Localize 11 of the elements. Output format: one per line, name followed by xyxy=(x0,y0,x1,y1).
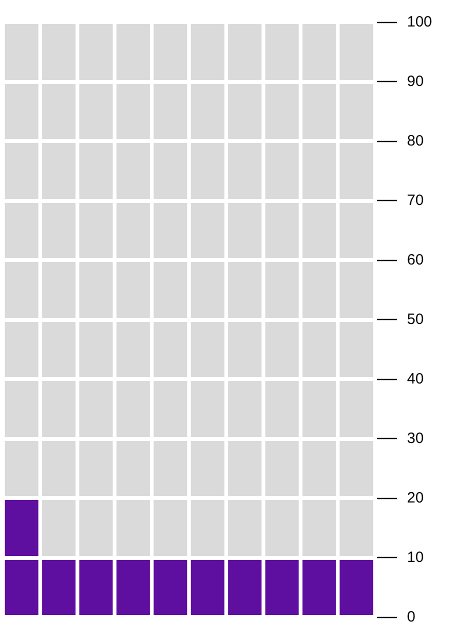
y-tick-label: 80 xyxy=(407,132,424,150)
y-tick-label: 0 xyxy=(407,608,416,625)
y-tick-label: 40 xyxy=(407,370,424,388)
y-tick-label: 50 xyxy=(407,311,424,328)
y-tick-label: 70 xyxy=(407,192,424,209)
y-tick-label: 60 xyxy=(407,252,424,268)
y-tick-label: 10 xyxy=(407,549,424,566)
y-tick-label: 20 xyxy=(407,490,424,506)
y-tick-label: 90 xyxy=(407,73,424,90)
y-tick-label: 30 xyxy=(407,430,424,447)
y-tick-label: 100 xyxy=(407,14,432,30)
